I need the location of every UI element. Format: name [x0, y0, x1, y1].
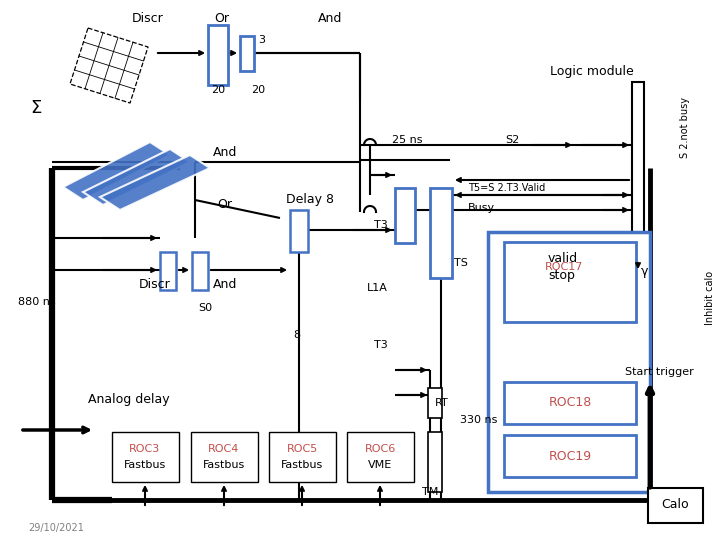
Text: Σ: Σ: [30, 99, 41, 117]
Text: L1A: L1A: [367, 283, 388, 293]
Bar: [504, 242, 636, 322]
Text: γ: γ: [642, 266, 649, 279]
Bar: [504, 435, 636, 477]
Text: S0: S0: [198, 303, 212, 313]
Text: Delay 8: Delay 8: [286, 193, 334, 206]
Text: 20: 20: [251, 85, 265, 95]
Bar: [632, 82, 644, 277]
Text: TM: TM: [422, 487, 438, 497]
Text: And: And: [318, 11, 342, 24]
Text: 25 ns: 25 ns: [392, 135, 423, 145]
Text: ROC4: ROC4: [208, 444, 240, 454]
Bar: [160, 252, 176, 290]
Text: 880 ns: 880 ns: [18, 297, 55, 307]
Text: S 2.not busy: S 2.not busy: [680, 98, 690, 159]
Text: T3: T3: [374, 340, 388, 350]
Text: ROC5: ROC5: [287, 444, 318, 454]
Text: Or: Or: [215, 11, 230, 24]
Text: Fastbus: Fastbus: [124, 460, 166, 470]
Text: Start trigger: Start trigger: [625, 367, 694, 377]
Text: 20: 20: [211, 85, 225, 95]
Bar: [191, 432, 258, 482]
Text: Or: Or: [217, 199, 233, 212]
Text: T3: T3: [374, 220, 388, 230]
Text: T5=S 2.T3.Valid: T5=S 2.T3.Valid: [468, 183, 545, 193]
Bar: [395, 188, 415, 243]
Text: TS: TS: [454, 258, 468, 268]
Bar: [648, 488, 703, 523]
Text: ROC6: ROC6: [364, 444, 395, 454]
Bar: [290, 210, 308, 252]
Text: RT: RT: [435, 398, 449, 408]
Text: S2: S2: [505, 135, 519, 145]
Text: Discr: Discr: [139, 279, 171, 292]
Polygon shape: [63, 142, 170, 200]
Text: Analog delay: Analog delay: [88, 394, 170, 407]
Polygon shape: [100, 155, 210, 210]
Text: 29/10/2021: 29/10/2021: [28, 523, 84, 533]
Bar: [240, 36, 254, 71]
Text: stop: stop: [548, 268, 575, 281]
Text: Fastbus: Fastbus: [281, 460, 323, 470]
Bar: [208, 25, 228, 85]
Bar: [428, 388, 442, 418]
Text: 330 ns: 330 ns: [460, 415, 498, 425]
Polygon shape: [83, 149, 190, 205]
Text: Fastbus: Fastbus: [203, 460, 245, 470]
Text: Logic module: Logic module: [550, 65, 634, 78]
Text: 3: 3: [258, 35, 265, 45]
Text: ROC19: ROC19: [549, 449, 592, 462]
Text: Inhibit calo: Inhibit calo: [705, 271, 715, 325]
Text: And: And: [213, 279, 237, 292]
Bar: [430, 188, 452, 278]
Text: VME: VME: [368, 460, 392, 470]
Bar: [112, 432, 179, 482]
Text: ROC3: ROC3: [130, 444, 161, 454]
Bar: [192, 252, 208, 290]
Bar: [488, 232, 650, 492]
Text: Busy: Busy: [468, 203, 495, 213]
Text: Calo: Calo: [661, 498, 689, 511]
Text: ROC18: ROC18: [549, 396, 592, 409]
Text: ROC17: ROC17: [545, 262, 583, 272]
Text: valid: valid: [548, 252, 578, 265]
Text: And: And: [213, 146, 237, 159]
Bar: [504, 382, 636, 424]
Bar: [428, 432, 442, 492]
Text: 8: 8: [293, 330, 300, 340]
Bar: [269, 432, 336, 482]
Text: Discr: Discr: [132, 11, 164, 24]
Bar: [347, 432, 414, 482]
